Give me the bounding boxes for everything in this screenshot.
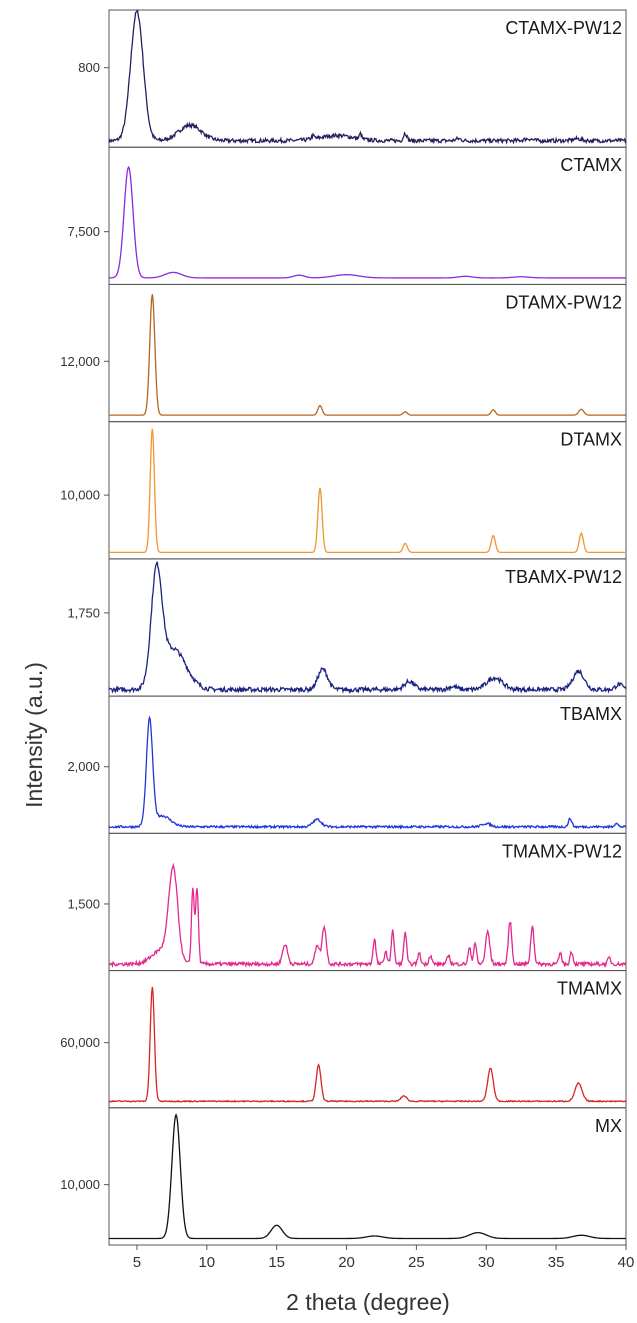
y-tick-label: 1,750 xyxy=(67,605,100,620)
series-label: DTAMX xyxy=(560,430,622,450)
series-label: TMAMX-PW12 xyxy=(502,841,622,861)
panels-group: 800CTAMX-PW127,500CTAMX12,000DTAMX-PW121… xyxy=(60,9,627,1246)
series-line-tbamx xyxy=(108,715,627,830)
x-tick-label: 10 xyxy=(198,1254,215,1271)
series-label: MX xyxy=(595,1116,622,1136)
y-tick-label: 60,000 xyxy=(60,1035,100,1050)
series-line-mx xyxy=(109,1113,626,1240)
series-label: CTAMX-PW12 xyxy=(505,18,622,38)
series-line-tbamx-pw12 xyxy=(108,561,627,694)
panel-frame xyxy=(108,695,627,834)
x-tick-label: 35 xyxy=(548,1254,565,1271)
series-line-dtamx-pw12 xyxy=(109,294,626,416)
y-tick-label: 12,000 xyxy=(60,354,100,369)
y-tick-label: 7,500 xyxy=(67,224,100,239)
panel-tmamx-pw12: 1,500 TMAMX-PW12 xyxy=(67,832,627,972)
series-label: DTAMX-PW12 xyxy=(505,292,622,312)
x-tick-label: 15 xyxy=(268,1254,285,1271)
series-line-dtamx xyxy=(109,428,626,554)
series-line-tmamx xyxy=(108,986,627,1103)
panel-tbamx: 2,000 TBAMX xyxy=(67,695,627,834)
x-axis: 5 10 15 20 25 30 35 40 xyxy=(133,1245,635,1271)
panel-frame xyxy=(108,1107,627,1246)
y-tick-label: 10,000 xyxy=(60,1177,100,1192)
series-label: TBAMX xyxy=(560,704,622,724)
x-tick-label: 40 xyxy=(618,1254,635,1271)
series-line-ctamx-pw12 xyxy=(108,10,627,145)
y-tick-label: 10,000 xyxy=(60,488,100,503)
panel-dtamx-pw12: 12,000 DTAMX-PW12 xyxy=(60,283,627,423)
panel-mx: 10,000 MX xyxy=(60,1107,627,1246)
panel-ctamx-pw12: 800 CTAMX-PW12 xyxy=(78,9,627,148)
panel-frame xyxy=(108,970,627,1109)
panel-tmamx: 60,000 TMAMX xyxy=(60,970,627,1109)
panel-frame xyxy=(108,421,627,560)
x-tick-label: 5 xyxy=(133,1254,141,1271)
x-tick-label: 25 xyxy=(408,1254,425,1271)
y-tick-label: 2,000 xyxy=(67,759,100,774)
panel-tbamx-pw12: 1,750 TBAMX-PW12 xyxy=(67,558,627,697)
series-label: TBAMX-PW12 xyxy=(505,567,622,587)
panel-frame xyxy=(108,146,627,285)
y-tick-label: 1,500 xyxy=(67,896,100,911)
x-tick-label: 20 xyxy=(338,1254,355,1271)
series-label: TMAMX xyxy=(557,979,622,999)
panel-dtamx: 10,000 DTAMX xyxy=(60,421,627,560)
y-tick-label: 800 xyxy=(78,60,100,75)
panel-ctamx: 7,500 CTAMX xyxy=(67,146,627,285)
series-line-tmamx-pw12 xyxy=(108,862,627,969)
series-line-ctamx xyxy=(109,165,626,279)
x-tick-label: 30 xyxy=(478,1254,495,1271)
y-axis-title: Intensity (a.u.) xyxy=(21,662,47,808)
series-label: CTAMX xyxy=(560,155,622,175)
x-axis-title: 2 theta (degree) xyxy=(286,1289,450,1315)
